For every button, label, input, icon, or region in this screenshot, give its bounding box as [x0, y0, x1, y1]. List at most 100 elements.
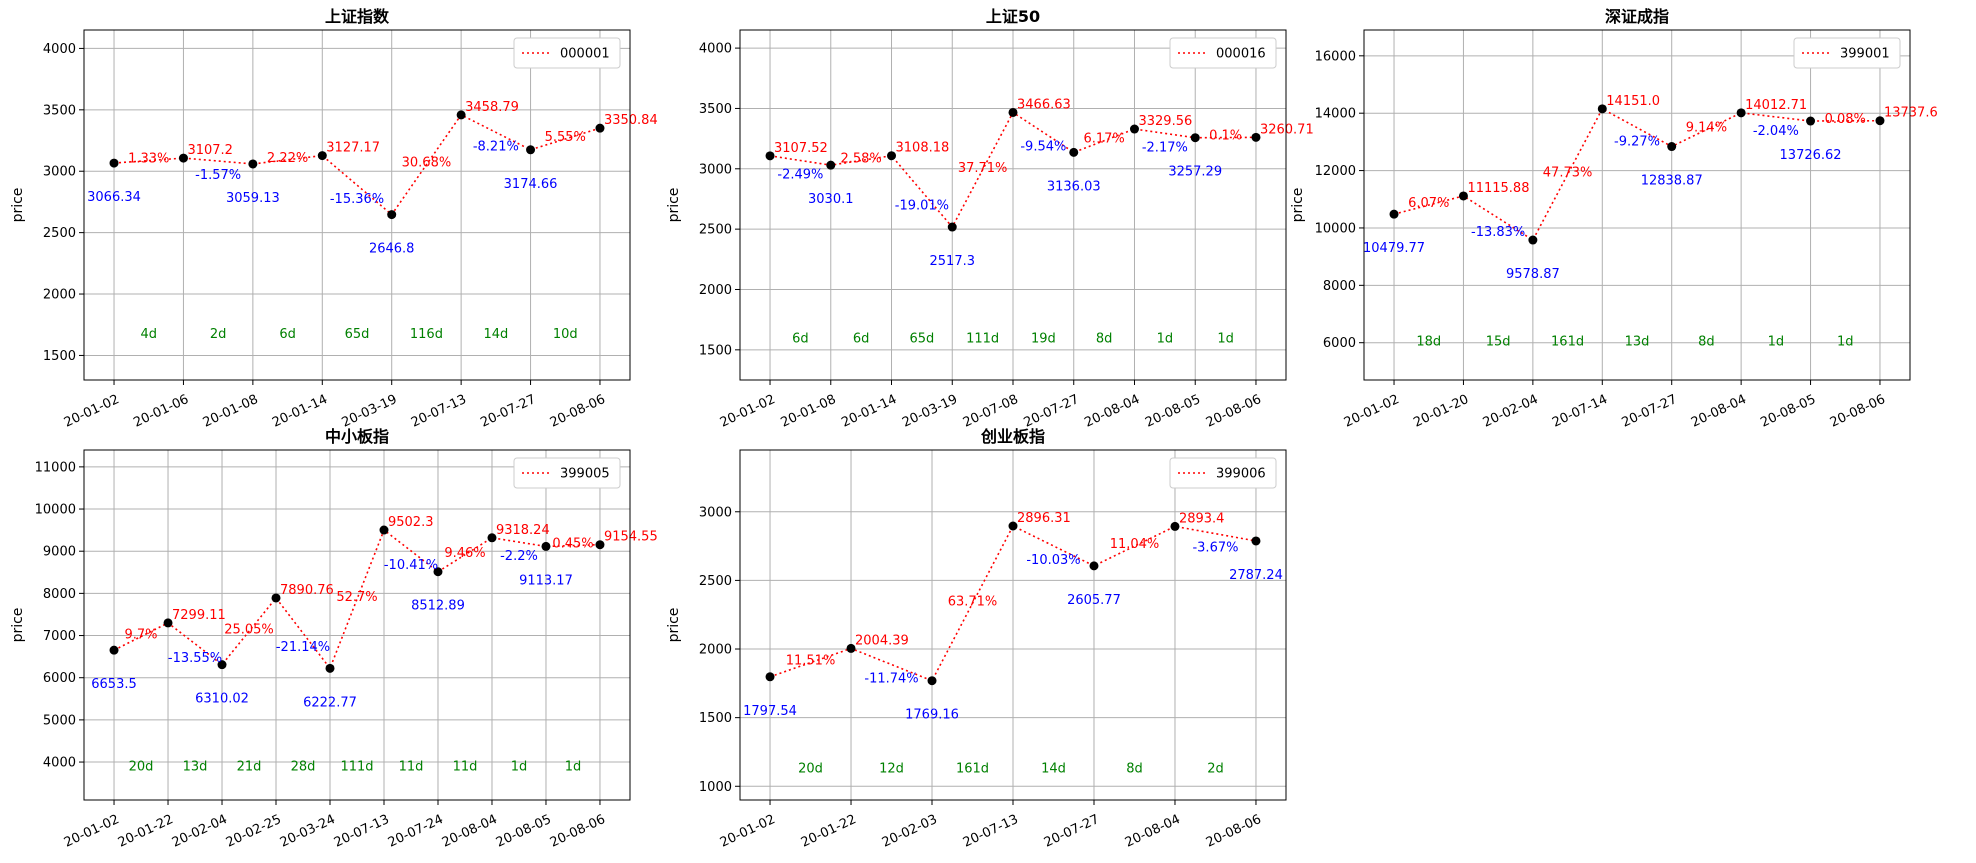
data-point: [1736, 108, 1746, 118]
y-tick-label: 2500: [699, 574, 732, 589]
y-axis-label: price: [666, 608, 682, 643]
x-tick-label: 20-01-02: [718, 812, 778, 851]
legend: 399006: [1169, 457, 1277, 489]
change-label: -2.04%: [1753, 124, 1799, 139]
change-label: 9.46%: [444, 546, 485, 561]
legend: 399005: [513, 457, 621, 489]
legend-label: 399005: [560, 467, 610, 482]
data-label: 11115.88: [1467, 181, 1529, 196]
data-point: [487, 533, 497, 543]
duration-label: 11d: [399, 759, 424, 774]
change-label: 52.7%: [336, 590, 377, 605]
data-label: 6653.5: [91, 677, 137, 692]
data-label: 3350.84: [604, 113, 658, 128]
change-label: -1.57%: [195, 168, 241, 183]
y-tick-label: 3000: [43, 165, 76, 180]
data-label: 10479.77: [1363, 241, 1425, 256]
duration-label: 1d: [1217, 332, 1234, 347]
change-label: 0.45%: [552, 537, 593, 552]
y-tick-label: 8000: [43, 587, 76, 602]
x-tick-label: 20-08-04: [1082, 392, 1142, 431]
x-tick-label: 20-07-13: [332, 812, 392, 851]
change-label: 6.17%: [1083, 132, 1124, 147]
duration-label: 161d: [956, 762, 989, 777]
legend-box: [1169, 457, 1277, 489]
duration-label: 2d: [210, 327, 227, 342]
data-point: [109, 158, 119, 168]
y-tick-label: 3500: [43, 103, 76, 118]
data-label: 7890.76: [280, 583, 334, 598]
change-label: 0.1%: [1209, 129, 1242, 144]
duration-label: 1d: [1768, 335, 1785, 350]
data-point: [1251, 132, 1261, 142]
chart-title: 创业板指: [980, 427, 1045, 446]
data-point: [595, 123, 605, 133]
x-tick-label: 20-02-04: [170, 812, 230, 851]
x-tick-label: 20-07-14: [1550, 392, 1610, 431]
duration-label: 2d: [1207, 762, 1224, 777]
data-point: [456, 110, 466, 120]
data-label: 3329.56: [1138, 114, 1192, 129]
y-tick-label: 1000: [699, 780, 732, 795]
duration-label: 8d: [1096, 332, 1113, 347]
change-label: -8.21%: [473, 139, 519, 154]
data-label: 3107.2: [187, 143, 233, 158]
y-tick-label: 4000: [43, 756, 76, 771]
y-tick-label: 2500: [699, 223, 732, 238]
x-tick-label: 20-08-06: [1828, 392, 1888, 431]
duration-label: 19d: [1031, 332, 1056, 347]
axes-frame: [1363, 29, 1911, 381]
y-tick-label: 6000: [1323, 336, 1356, 351]
data-point: [387, 210, 397, 220]
duration-label: 20d: [129, 759, 154, 774]
duration-label: 161d: [1551, 335, 1584, 350]
legend: 000001: [513, 37, 621, 69]
y-axis-label: price: [10, 608, 26, 643]
x-tick-label: 20-01-20: [1411, 392, 1471, 431]
duration-label: 111d: [966, 332, 999, 347]
chart-panel: 1000 1500 2000 2500 3000 20-01-02 20-01-22 20-0…: [666, 427, 1287, 851]
data-point: [927, 676, 937, 686]
legend-box: [1793, 37, 1901, 69]
data-label: 3260.71: [1260, 122, 1314, 137]
duration-label: 14d: [483, 327, 508, 342]
y-tick-label: 14000: [1315, 107, 1356, 122]
data-label: 3174.66: [504, 177, 558, 192]
duration-label: 1d: [1157, 332, 1174, 347]
plot-area: [84, 450, 630, 800]
duration-label: 18d: [1416, 335, 1441, 350]
x-tick-label: 20-07-27: [478, 392, 538, 431]
data-label: 9154.55: [604, 530, 658, 545]
series-line: [113, 113, 601, 216]
duration-label: 65d: [909, 332, 934, 347]
x-tick-label: 20-01-22: [799, 812, 859, 851]
change-label: 2.22%: [267, 151, 308, 166]
axes-frame: [83, 449, 631, 801]
data-label: 8512.89: [411, 599, 465, 614]
data-point: [433, 567, 443, 577]
x-tick-label: 20-07-27: [1042, 812, 1102, 851]
change-label: -13.83%: [1471, 225, 1525, 240]
chart-panel: 1500 2000 2500 3000 3500 4000 20-01-02 20-01-08…: [666, 7, 1314, 431]
chart-panel: 1500 2000 2500 3000 3500 4000 20-01-02 20-01-06…: [10, 7, 658, 431]
legend-label: 399001: [1840, 47, 1890, 62]
change-label: 11.51%: [786, 654, 836, 669]
change-label: -11.74%: [864, 672, 918, 687]
data-label: 2787.24: [1229, 568, 1283, 583]
y-tick-label: 2500: [43, 226, 76, 241]
x-tick-label: 20-08-06: [1204, 812, 1264, 851]
y-tick-label: 4000: [699, 42, 732, 57]
data-point: [541, 541, 551, 551]
change-label: 5.55%: [545, 130, 586, 145]
duration-label: 15d: [1486, 335, 1511, 350]
duration-label: 13d: [1625, 335, 1650, 350]
x-tick-label: 20-01-06: [131, 392, 191, 431]
x-tick-label: 20-08-04: [440, 812, 500, 851]
change-label: -15.36%: [330, 192, 384, 207]
x-tick-label: 20-08-06: [548, 812, 608, 851]
data-point: [1170, 521, 1180, 531]
data-point: [217, 660, 227, 670]
chart-title: 深证成指: [1605, 7, 1669, 26]
data-label: 3107.52: [774, 141, 828, 156]
